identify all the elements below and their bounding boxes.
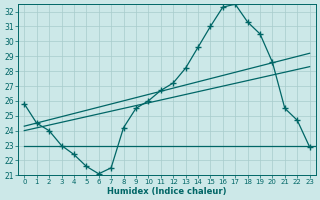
- X-axis label: Humidex (Indice chaleur): Humidex (Indice chaleur): [107, 187, 227, 196]
